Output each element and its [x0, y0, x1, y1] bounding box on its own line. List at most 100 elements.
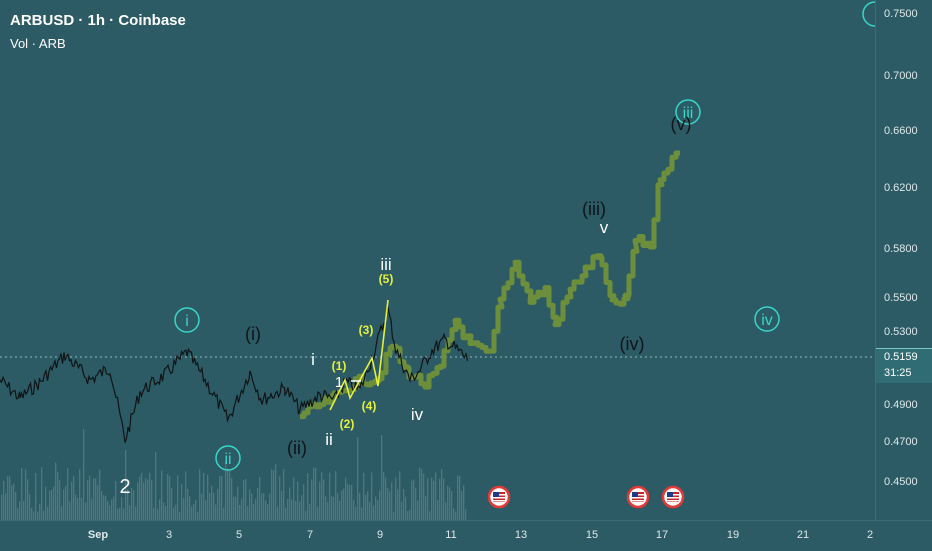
- wave-label-minor-ii[interactable]: ii: [325, 430, 333, 449]
- wave-label-num-2[interactable]: (2): [340, 417, 355, 431]
- volume-bar: [419, 467, 421, 520]
- volume-bar: [401, 502, 403, 520]
- volume-bar: [165, 506, 167, 520]
- wave-label-num-3[interactable]: (3): [359, 323, 374, 337]
- volume-bar: [39, 503, 41, 520]
- volume-bar: [333, 497, 335, 520]
- wave-label-num-4[interactable]: (4): [362, 399, 377, 413]
- bar-countdown: 31:25: [884, 367, 912, 379]
- volume-bar: [377, 500, 379, 520]
- svg-text:i: i: [185, 313, 189, 330]
- volume-bar: [117, 508, 119, 520]
- wave-label-paren-iii[interactable]: (iii): [582, 199, 606, 219]
- volume-bar: [149, 472, 151, 520]
- time-axis-label: 19: [726, 529, 740, 541]
- volume-bar: [287, 499, 289, 520]
- time-axis-label: 5: [235, 529, 243, 541]
- wave-label-paren-ii[interactable]: (ii): [287, 438, 307, 458]
- us-event-flag-icon[interactable]: [661, 485, 685, 509]
- price-axis-label: 0.4700: [884, 436, 918, 448]
- volume-bar: [395, 477, 397, 520]
- volume-bar: [259, 476, 261, 520]
- volume-bar: [223, 507, 225, 520]
- wave-label-minor-iv[interactable]: iv: [411, 405, 424, 424]
- volume-bar: [151, 479, 153, 520]
- volume-bar: [409, 509, 411, 520]
- volume-bar: [67, 468, 69, 520]
- volume-bar: [273, 470, 275, 520]
- volume-indicator-label[interactable]: Vol · ARB: [10, 36, 66, 51]
- volume-bar: [415, 487, 417, 520]
- volume-bar: [145, 478, 147, 520]
- circle-label-i[interactable]: i: [174, 307, 200, 333]
- volume-bar: [137, 482, 139, 520]
- circle-label-iii[interactable]: iii: [675, 99, 701, 125]
- volume-bar: [277, 506, 279, 520]
- wave-label-minor-i[interactable]: i: [311, 350, 315, 369]
- volume-bar: [115, 481, 117, 520]
- us-event-flag-icon[interactable]: [626, 485, 650, 509]
- time-axis-label: 13: [514, 529, 528, 541]
- volume-bar: [177, 475, 179, 520]
- volume-bar: [157, 509, 159, 520]
- volume-bar: [17, 507, 19, 520]
- price-axis[interactable]: 0.7500 0.7000 0.6600 0.6200 0.5800 0.550…: [875, 0, 932, 520]
- volume-bar: [251, 493, 253, 520]
- volume-bar: [455, 511, 457, 520]
- circle-label-iv[interactable]: iv: [754, 306, 780, 332]
- volume-bar: [253, 503, 255, 520]
- volume-bar: [51, 489, 53, 520]
- svg-text:iv: iv: [761, 312, 773, 329]
- volume-bar: [111, 499, 113, 520]
- volume-bar: [103, 495, 105, 520]
- svg-text:iii: iii: [683, 105, 694, 122]
- volume-bar: [187, 488, 189, 520]
- volume-bar: [225, 461, 227, 520]
- volume-bar: [183, 498, 185, 520]
- volume-bar: [91, 498, 93, 520]
- volume-bar: [197, 511, 199, 520]
- wave-label-minor-iii[interactable]: iii: [380, 255, 391, 274]
- circle-label-ii[interactable]: ii: [215, 445, 241, 471]
- volume-bar: [37, 511, 39, 520]
- wave-label-paren-iv[interactable]: (iv): [620, 334, 645, 354]
- symbol-title[interactable]: ARBUSD · 1h · Coinbase: [10, 12, 186, 29]
- price-chart[interactable]: i ii iii iv (i) (ii) (iii) (iv) (v) i ii…: [0, 0, 875, 520]
- volume-bar: [199, 469, 201, 520]
- volume-bar: [219, 475, 221, 520]
- volume-bar: [381, 435, 383, 520]
- volume-bar: [125, 450, 127, 520]
- volume-bar: [375, 496, 377, 520]
- volume-bar: [369, 501, 371, 520]
- wave-label-minor-v[interactable]: v: [600, 218, 609, 237]
- us-event-flag-icon[interactable]: [487, 485, 511, 509]
- volume-bar: [243, 480, 245, 520]
- volume-bar: [327, 501, 329, 520]
- price-axis-label: 0.7000: [884, 70, 918, 82]
- volume-bar: [433, 480, 435, 520]
- wave-label-num-1[interactable]: (1): [332, 359, 347, 373]
- wave-label-two[interactable]: 2: [119, 476, 130, 498]
- volume-bar: [95, 478, 97, 520]
- time-axis-label: 9: [376, 529, 384, 541]
- volume-bar: [441, 468, 443, 520]
- volume-bar: [205, 500, 207, 520]
- wave-label-paren-i[interactable]: (i): [245, 324, 261, 344]
- volume-bar: [269, 493, 271, 520]
- price-axis-label: 0.5800: [884, 243, 918, 255]
- price-candles: [0, 306, 469, 443]
- volume-bar: [175, 504, 177, 520]
- time-axis[interactable]: Sep 3 5 7 9 11 13 15 17 19 21 2: [0, 520, 932, 551]
- volume-bar: [143, 482, 145, 520]
- wave-label-one[interactable]: 1: [335, 374, 343, 391]
- volume-bar: [271, 469, 273, 520]
- chart-area[interactable]: i ii iii iv (i) (ii) (iii) (iv) (v) i ii…: [0, 0, 875, 520]
- wave-label-paren-v[interactable]: (v): [671, 114, 692, 134]
- volume-bar: [315, 467, 317, 520]
- wave-label-num-5[interactable]: (5): [379, 272, 394, 286]
- volume-bar: [345, 477, 347, 520]
- time-axis-label: 17: [655, 529, 669, 541]
- time-axis-label: 15: [585, 529, 599, 541]
- volume-bar: [407, 511, 409, 520]
- price-axis-label: 0.6200: [884, 182, 918, 194]
